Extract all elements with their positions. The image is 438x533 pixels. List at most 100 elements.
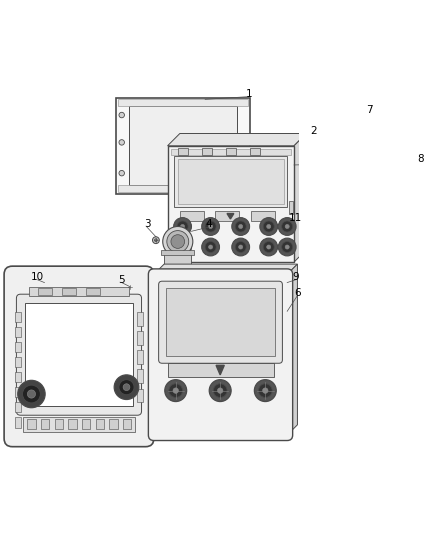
Polygon shape [227,214,234,219]
Circle shape [260,217,278,236]
Circle shape [254,379,276,401]
Circle shape [167,231,189,253]
Circle shape [217,388,223,393]
Circle shape [174,238,191,256]
Bar [167,146,294,262]
Bar [166,288,275,357]
Bar [202,148,212,155]
Circle shape [282,221,293,232]
Bar [15,312,21,322]
Circle shape [169,384,183,398]
Bar [251,212,275,221]
Circle shape [23,385,40,403]
Circle shape [278,238,296,256]
Polygon shape [287,264,297,435]
Bar [62,288,76,295]
Circle shape [356,120,369,134]
Bar [167,364,273,377]
Bar [138,389,143,402]
Circle shape [119,379,134,395]
Circle shape [202,217,219,236]
Bar [15,372,21,382]
Bar [15,342,21,352]
Bar [41,419,49,429]
Circle shape [208,224,213,229]
Bar [27,419,35,429]
Text: 2: 2 [310,126,317,136]
Text: 1: 1 [246,89,253,99]
Circle shape [205,221,216,232]
Bar [15,402,21,413]
Bar [128,106,237,185]
Circle shape [263,221,274,232]
Bar [178,148,188,155]
Polygon shape [140,282,292,291]
Bar [138,312,143,326]
Bar [15,417,21,427]
Circle shape [278,217,296,236]
Text: 6: 6 [294,288,301,298]
Circle shape [180,245,185,249]
Circle shape [267,245,271,249]
Circle shape [180,224,185,229]
Bar [138,350,143,364]
FancyBboxPatch shape [16,294,141,415]
Circle shape [123,384,130,391]
Text: 9: 9 [292,272,299,282]
Bar [226,148,236,155]
Bar [96,419,104,429]
Bar [116,98,250,193]
Bar [138,331,143,345]
Bar [29,287,128,296]
Circle shape [119,112,124,118]
Circle shape [205,304,219,318]
Circle shape [119,171,124,176]
Circle shape [128,285,131,288]
Bar [128,296,139,326]
Circle shape [282,241,293,253]
Circle shape [155,239,157,241]
Bar [174,156,287,207]
Circle shape [239,245,243,249]
Bar [82,419,90,429]
Circle shape [177,221,188,232]
Circle shape [173,388,178,393]
Bar [180,212,204,221]
Bar [285,296,296,326]
Circle shape [235,221,246,232]
Circle shape [202,238,219,256]
Circle shape [260,238,278,256]
FancyBboxPatch shape [159,281,283,364]
Circle shape [262,388,268,393]
Circle shape [165,379,187,401]
Circle shape [114,375,139,400]
Polygon shape [167,133,306,146]
Text: 8: 8 [417,155,424,165]
Text: 4: 4 [205,220,212,229]
Text: 3: 3 [144,220,150,229]
Bar [68,419,77,429]
Circle shape [267,224,271,229]
Circle shape [359,124,366,131]
Circle shape [208,245,213,249]
Bar [161,299,263,324]
Bar [15,327,21,337]
Bar [55,419,63,429]
Circle shape [174,217,191,236]
Circle shape [119,140,124,145]
Circle shape [18,381,45,408]
Circle shape [232,217,250,236]
Bar [118,185,248,192]
Bar [15,357,21,367]
Bar [15,387,21,398]
Circle shape [208,308,215,314]
Circle shape [127,283,133,290]
Bar [171,149,290,155]
Bar [164,253,191,265]
Circle shape [304,127,311,134]
Bar [161,250,194,255]
Bar [23,417,135,432]
Text: 11: 11 [289,213,302,223]
Text: 7: 7 [366,105,373,115]
Bar [123,419,131,429]
